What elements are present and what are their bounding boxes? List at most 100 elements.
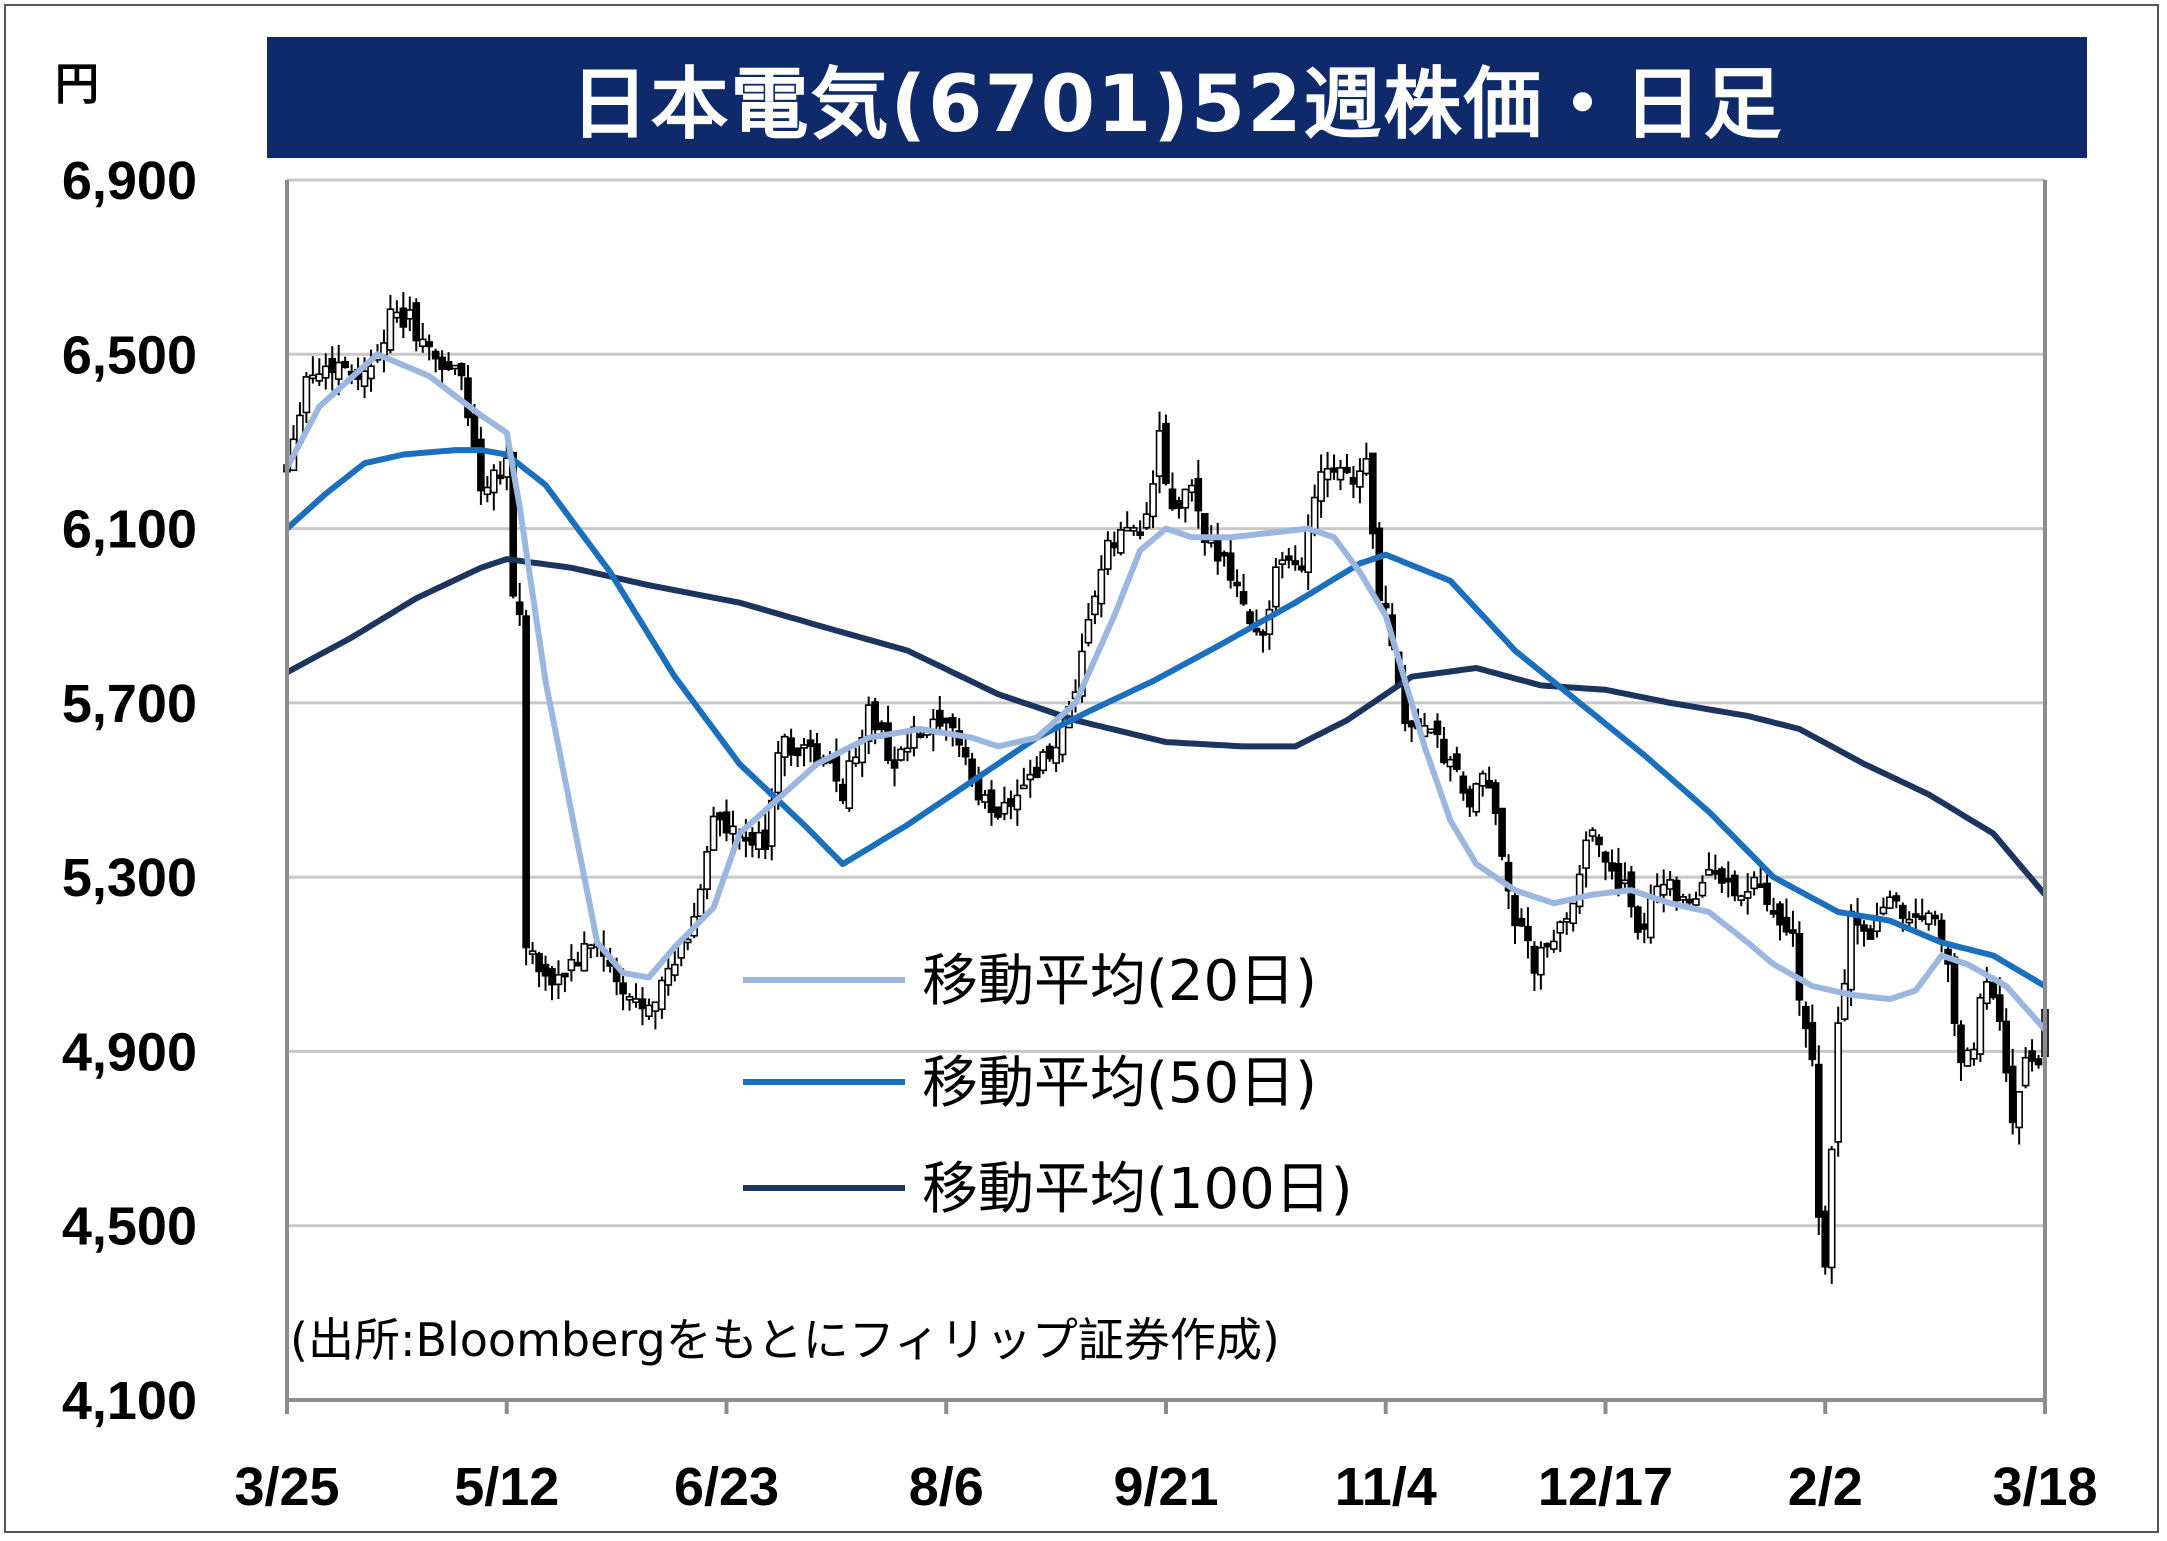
candle-body (1795, 932, 1804, 1001)
candle-body (1724, 877, 1733, 883)
candle-body (1272, 566, 1280, 608)
ma50-line (285, 447, 2047, 989)
candle-body (1866, 928, 1875, 940)
candle-body (1039, 751, 1047, 772)
x-tick-label: 2/2 (1788, 1457, 1863, 1517)
candle-body (619, 982, 627, 995)
y-tick-label: 5,300 (62, 848, 197, 908)
candle-body (1569, 902, 1577, 925)
candle-body (406, 309, 414, 320)
y-axis-unit: 円 (55, 59, 99, 110)
candle-body (1640, 923, 1649, 930)
candle-body (1911, 913, 1920, 918)
candle-body (341, 360, 349, 369)
candle-body (1575, 873, 1584, 908)
candle-body (1194, 477, 1203, 512)
candle-body (1026, 773, 1035, 781)
candle-body (1562, 918, 1571, 923)
candle-body (1168, 488, 1177, 510)
x-tick-label: 6/23 (674, 1457, 779, 1517)
legend-label: 移動平均(100日) (922, 1157, 1353, 1222)
candle-body (845, 760, 854, 809)
candle-body (1646, 897, 1655, 939)
candle-body (1136, 531, 1144, 536)
candle-body (709, 815, 718, 851)
candle-body (2034, 1058, 2043, 1066)
candle-body (496, 474, 505, 480)
candle-body (1433, 720, 1442, 736)
candle-body (386, 308, 395, 351)
candle-body (1782, 916, 1791, 933)
candle-body (1045, 745, 1054, 760)
candle-body (1931, 914, 1939, 920)
candle-body (586, 944, 595, 950)
candle-body (2008, 1065, 2017, 1124)
candle-body (1685, 898, 1694, 904)
candle-body (645, 1004, 653, 1017)
candle-body (1763, 882, 1771, 905)
y-tick-label: 4,500 (62, 1197, 197, 1257)
candle-body (1776, 903, 1784, 926)
candle-body (884, 722, 892, 762)
candle-body (418, 338, 427, 347)
candle-body (1220, 551, 1228, 557)
candle-body (787, 737, 795, 756)
candle-body (477, 438, 485, 492)
candle-body (334, 361, 343, 380)
candle-body (1116, 529, 1125, 554)
candle-body (703, 850, 711, 890)
source-note: (出所:Bloombergをもとにフィリップ証券作成) (290, 1313, 1280, 1367)
candle-body (1233, 581, 1241, 587)
candle-body (1181, 488, 1190, 509)
candle-body (1543, 942, 1552, 948)
candle-body (987, 789, 996, 814)
y-tick-label: 6,900 (62, 151, 197, 211)
candle-body (367, 365, 375, 380)
candle-body (1323, 468, 1332, 481)
candle-body (651, 1001, 660, 1012)
candle-body (961, 746, 970, 758)
moving-average-layer (284, 351, 2048, 1032)
candle-body (464, 377, 472, 419)
candle-body (1491, 782, 1500, 814)
candle-body (1304, 526, 1312, 573)
candle-body (1834, 1022, 1842, 1143)
candle-body (1963, 1049, 1972, 1067)
candle-body (1330, 467, 1338, 473)
candle-body (567, 958, 576, 972)
y-tick-label: 6,500 (62, 325, 197, 385)
legend: 移動平均(20日) 移動平均(50日) 移動平均(100日) (743, 949, 1353, 1222)
candle-body (1879, 906, 1888, 915)
chart-title-bar: 日本電気(6701)52週株価・日足 (267, 37, 2087, 158)
y-tick-label: 4,900 (62, 1022, 197, 1082)
candle-body (1007, 798, 1015, 807)
candle-body (528, 950, 537, 955)
candle-body (1123, 526, 1132, 532)
candle-body (903, 747, 912, 753)
candle-body (1549, 940, 1558, 950)
candle-body (490, 469, 498, 494)
candle-body (1621, 879, 1629, 885)
candle-body (890, 759, 899, 769)
candle-body (1950, 956, 1959, 1024)
candle-body (1453, 753, 1461, 771)
candle-body (1020, 784, 1028, 790)
candle-body (1672, 879, 1681, 902)
candle-body (1336, 467, 1345, 481)
candle-body (1362, 458, 1371, 475)
candle-body (1743, 891, 1752, 899)
candle-body (716, 812, 724, 821)
candle-body (1285, 555, 1293, 561)
x-tick-label: 8/6 (909, 1457, 984, 1517)
candle-body (1052, 746, 1060, 764)
candle-body (1692, 898, 1700, 906)
candle-body (638, 998, 647, 1010)
candle-body (1827, 1148, 1836, 1269)
candle-body (800, 744, 808, 749)
candle-body (632, 998, 640, 1004)
candle-body (1530, 945, 1539, 974)
candle-body (761, 829, 770, 850)
candle-body (321, 365, 330, 379)
x-tick-label: 3/25 (234, 1457, 339, 1517)
candle-body (1886, 896, 1894, 909)
